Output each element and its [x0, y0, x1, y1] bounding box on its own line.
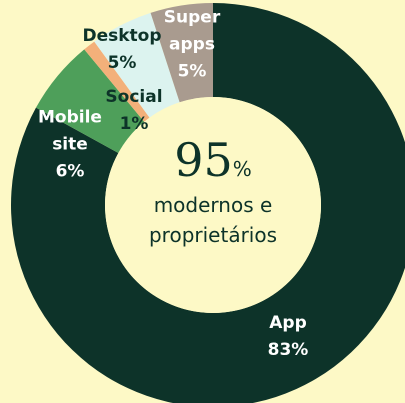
category-name: Super apps	[163, 7, 221, 55]
center-text: modernos e proprietários	[148, 193, 278, 247]
category-name: Desktop	[82, 26, 162, 46]
center-unit: %	[232, 157, 252, 181]
center-figure: 95%	[113, 130, 313, 190]
slice	[84, 41, 150, 122]
category-name: App	[269, 313, 307, 333]
slice-label: Desktop 5%	[67, 23, 177, 77]
category-name: Mobile site	[38, 107, 102, 155]
slice-label: App 83%	[243, 310, 333, 364]
slice	[35, 49, 145, 153]
value-label: 5%	[107, 53, 137, 73]
slice-label: Social 1%	[94, 84, 174, 138]
slice-label: Mobile site 6%	[30, 105, 110, 186]
slice	[94, 12, 180, 118]
slice-label: Super apps 5%	[157, 5, 227, 86]
value-label: 1%	[119, 114, 149, 134]
slice	[11, 3, 405, 403]
donut-hole	[105, 97, 321, 313]
category-name: Social	[105, 87, 163, 107]
value-label: 5%	[177, 61, 207, 82]
center-value: 95	[174, 133, 233, 187]
value-label: 6%	[55, 161, 85, 182]
slice	[150, 3, 213, 103]
center-label: 95% modernos e proprietários	[113, 130, 313, 250]
value-label: 83%	[267, 340, 309, 360]
